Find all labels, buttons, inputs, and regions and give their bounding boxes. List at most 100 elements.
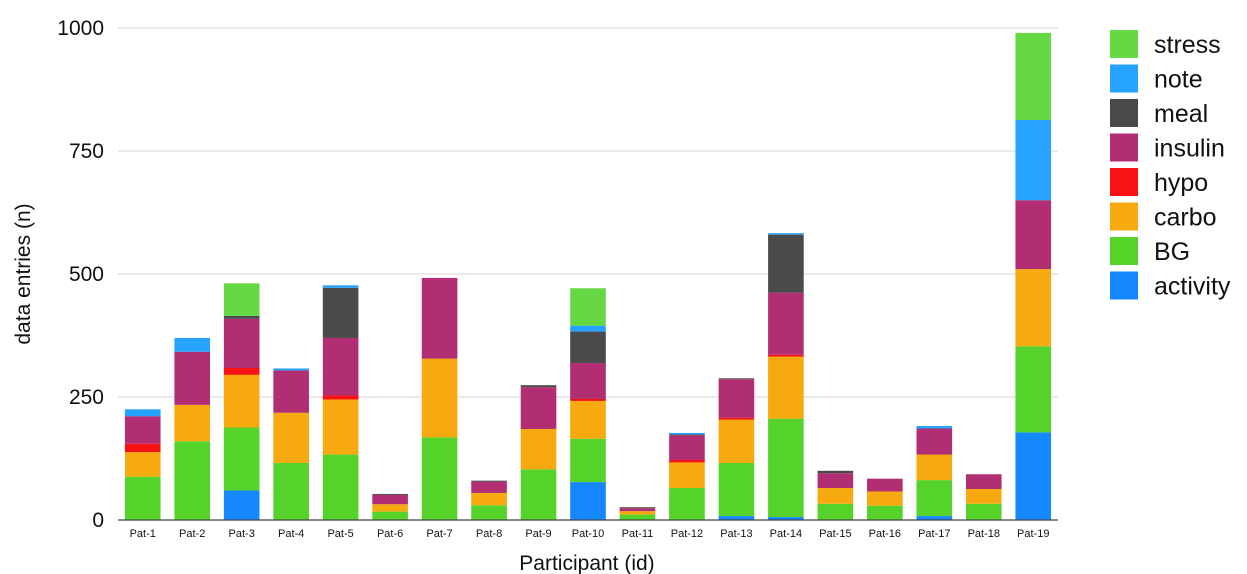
bar-segment-insulin — [817, 473, 854, 489]
bar-segment-carbo — [965, 489, 1002, 504]
bar-segment-insulin — [124, 416, 161, 444]
x-tick-label: Pat-10 — [572, 528, 604, 540]
bar-segment-carbo — [718, 419, 755, 463]
x-tick-label: Pat-1 — [130, 528, 156, 540]
bar-segment-insulin — [867, 478, 903, 492]
y-tick-label: 1000 — [57, 17, 104, 40]
legend-swatch-hypo — [1110, 168, 1138, 196]
x-tick-label: Pat-12 — [671, 528, 703, 540]
bar-segment-hypo — [223, 367, 260, 375]
bar-segment-BG — [223, 427, 260, 491]
x-tick-label: Pat-11 — [622, 528, 654, 540]
bar-segment-carbo — [223, 374, 260, 428]
bar-segment-note — [669, 432, 705, 435]
legend-label-insulin: insulin — [1154, 135, 1225, 163]
legend-label-BG: BG — [1154, 238, 1190, 266]
legend-swatch-stress — [1110, 30, 1138, 58]
bar-segment-BG — [916, 480, 953, 517]
x-tick-label: Pat-15 — [819, 528, 851, 540]
bar-segment-insulin — [916, 428, 953, 455]
bar-segment-insulin — [1015, 200, 1052, 270]
bar-segment-stress — [570, 288, 606, 326]
bar-segment-hypo — [322, 395, 359, 400]
bar-segment-note — [322, 285, 359, 288]
bar-segment-insulin — [768, 292, 804, 355]
x-tick-label: Pat-16 — [869, 528, 901, 540]
x-tick-label: Pat-17 — [918, 528, 950, 540]
bar-segment-carbo — [570, 400, 606, 439]
bar-segment-insulin — [174, 351, 211, 405]
bar-segment-carbo — [916, 454, 953, 481]
legend-swatch-note — [1110, 64, 1138, 93]
bar-segment-carbo — [471, 492, 507, 506]
bar-segment-carbo — [174, 404, 211, 442]
bar-segment-carbo — [619, 511, 656, 515]
bar-segment-BG — [124, 476, 161, 520]
bar-segment-meal — [718, 378, 755, 380]
x-tick-label: Pat-13 — [720, 528, 752, 540]
bar-segment-carbo — [322, 399, 359, 455]
bar-segment-BG — [322, 454, 359, 520]
bar-segment-note — [570, 325, 606, 332]
x-tick-label: Pat-8 — [476, 528, 502, 540]
bar-segment-meal — [669, 434, 705, 436]
bar-segment-BG — [421, 437, 458, 520]
bar-segment-carbo — [520, 428, 557, 470]
bar-segment-meal — [322, 287, 359, 338]
bar-segment-note — [916, 426, 953, 429]
bar-segment-activity — [768, 517, 804, 520]
bar-segment-BG — [965, 503, 1002, 520]
bar-segment-carbo — [768, 356, 804, 419]
bar-segment-hypo — [570, 398, 606, 401]
bar-segment-insulin — [372, 494, 408, 505]
bar-segment-note — [124, 409, 161, 417]
bar-segment-meal — [372, 493, 408, 495]
y-tick-label: 0 — [92, 509, 104, 532]
x-tick-label: Pat-3 — [229, 528, 255, 540]
bar-segment-activity — [1015, 432, 1052, 520]
legend-swatch-meal — [1110, 99, 1138, 127]
bar-segment-note — [273, 368, 309, 371]
bar-segment-insulin — [669, 435, 705, 460]
legend-label-note: note — [1154, 66, 1203, 94]
bar-segment-activity — [916, 516, 953, 520]
x-tick-label: Pat-9 — [525, 528, 551, 540]
bar-segment-activity — [223, 490, 260, 520]
legend-swatch-activity — [1110, 271, 1138, 300]
bar-segment-hypo — [768, 354, 804, 357]
legend-label-carbo: carbo — [1154, 204, 1217, 232]
bar-segment-BG — [471, 505, 507, 520]
legend: stress note meal insulin hypo carbo BG activity — [1110, 30, 1231, 301]
bar-segment-hypo — [124, 443, 161, 453]
bar-segment-meal — [817, 470, 854, 474]
bar-segment-insulin — [965, 474, 1002, 490]
bar-segment-stress — [223, 283, 260, 316]
bar-segment-carbo — [421, 358, 458, 438]
bar-segment-meal — [570, 331, 606, 364]
bar-segment-carbo — [867, 491, 903, 506]
legend-label-activity: activity — [1154, 273, 1231, 301]
bar-segment-insulin — [322, 337, 359, 396]
legend-swatch-carbo — [1110, 202, 1138, 231]
bar-segment-insulin — [421, 277, 458, 359]
legend-label-stress: stress — [1154, 31, 1221, 59]
legend-label-hypo: hypo — [1154, 169, 1208, 197]
bar-segment-BG — [570, 438, 606, 483]
bar-segment-activity — [718, 516, 755, 520]
bar-segment-insulin — [471, 481, 507, 493]
legend-swatch-insulin — [1110, 133, 1138, 162]
x-tick-label: Pat-6 — [377, 528, 403, 540]
bar-segment-carbo — [124, 452, 161, 477]
bar-segment-insulin — [718, 379, 755, 418]
bar-segment-meal — [223, 315, 260, 319]
x-tick-label: Pat-7 — [426, 528, 452, 540]
y-tick-label: 750 — [69, 140, 104, 163]
bar-segment-insulin — [619, 508, 656, 512]
x-axis: Pat-1 Pat-2 Pat-3 Pat-4 Pat-5 Pat-6 Pat-7 Pat-8… — [118, 519, 1058, 540]
bar-segment-activity — [570, 482, 606, 520]
bar-segment-carbo — [1015, 269, 1052, 347]
bar-segment-hypo — [669, 459, 705, 463]
y-tick-label: 500 — [69, 263, 104, 286]
legend-label-meal: meal — [1154, 100, 1208, 128]
